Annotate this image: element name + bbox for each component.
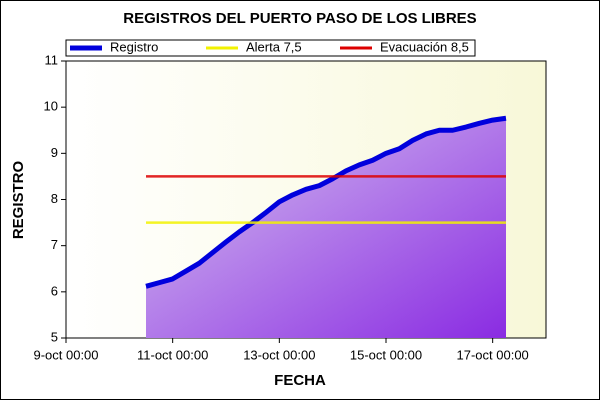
x-tick-label: 15-oct 00:00: [350, 347, 422, 362]
y-tick-label: 8: [51, 191, 58, 206]
legend-label: Registro: [110, 39, 158, 54]
x-axis-title: FECHA: [274, 372, 326, 389]
chart-title: REGISTROS DEL PUERTO PASO DE LOS LIBRES: [123, 10, 476, 27]
y-tick-label: 5: [51, 329, 58, 344]
y-tick-label: 6: [51, 283, 58, 298]
legend-label: Evacuación 8,5: [380, 39, 469, 54]
y-tick-label: 7: [51, 237, 58, 252]
x-tick-label: 13-oct 00:00: [243, 347, 315, 362]
legend: [65, 39, 476, 57]
y-tick-label: 9: [51, 145, 58, 160]
line: [145, 115, 507, 289]
legend-label: Alerta 7,5: [246, 39, 302, 54]
y-tick-label: 10: [44, 99, 58, 114]
y-tick-label: 11: [45, 52, 59, 67]
x-tick-label: 17-oct 00:00: [457, 347, 529, 362]
x-tick-label: 11-oct 00:00: [137, 347, 208, 362]
y-axis-title: REGISTRO: [10, 160, 27, 239]
x-tick-label: 9-oct 00:00: [33, 347, 98, 362]
area: [146, 118, 506, 338]
